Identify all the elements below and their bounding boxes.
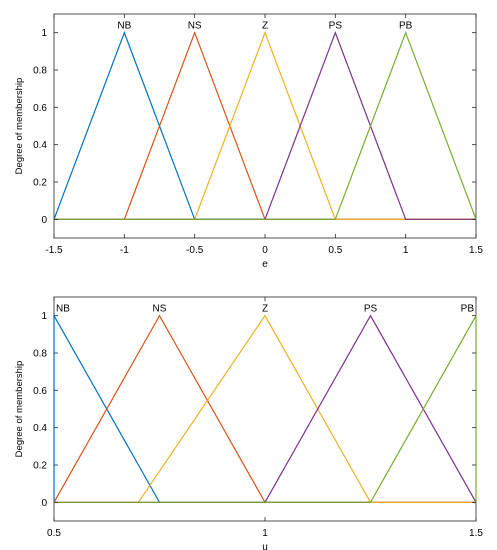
series-line-pb <box>54 30 477 220</box>
label-ns: NS <box>188 21 202 32</box>
label-nb: NB <box>117 21 131 32</box>
label-pb: PB <box>399 21 413 32</box>
plot-area <box>53 13 477 239</box>
y-tick-label: 0.6 <box>33 386 47 397</box>
x-tick-label: 0.5 <box>328 245 342 256</box>
y-tick-label: 0.8 <box>33 66 47 77</box>
y-tick-label: 0 <box>41 498 47 509</box>
plot-area <box>53 296 477 522</box>
y-tick-label: 1 <box>41 28 47 39</box>
x-tick-label: 0.5 <box>47 528 61 539</box>
label-nb: NB <box>56 304 70 315</box>
y-tick-label: 0.6 <box>33 103 47 114</box>
x-tick-label: -1 <box>120 245 129 256</box>
y-tick-label: 0.4 <box>33 423 47 434</box>
x-axis-label: u <box>262 542 268 550</box>
y-tick-label: 1 <box>41 311 47 322</box>
x-tick-label: 1.5 <box>469 245 483 256</box>
y-tick-label: 0.8 <box>33 349 47 360</box>
series-line-pb <box>54 313 477 503</box>
label-pb: PB <box>461 304 475 315</box>
y-tick-label: 0 <box>41 215 47 226</box>
x-tick-label: -0.5 <box>186 245 204 256</box>
label-z: Z <box>262 304 268 315</box>
label-ps: PS <box>364 304 378 315</box>
y-axis-label: Degree of membership <box>14 361 25 458</box>
x-tick-label: -1.5 <box>45 245 63 256</box>
chart-2: NB NS Z PS PB 0.5 1 1.5 0 0.2 0.4 0.6 0.8 1 u Degree of… <box>14 296 483 550</box>
y-tick-label: 0.2 <box>33 461 47 472</box>
x-axis-label: e <box>262 259 268 270</box>
y-tick-label: 0.4 <box>33 140 47 151</box>
y-tick-label: 0.2 <box>33 178 47 189</box>
x-tick-label: 1 <box>262 528 268 539</box>
label-ns: NS <box>153 304 167 315</box>
y-axis-label: Degree of membership <box>14 78 25 175</box>
x-tick-label: 1.5 <box>469 528 483 539</box>
label-z: Z <box>262 21 268 32</box>
x-tick-label: 0 <box>262 245 268 256</box>
x-tick-label: 1 <box>403 245 409 256</box>
chart-1: NB NS Z PS PB -1.5 -1 -0.5 0 0.5 1 1.5 0 0.2 0.4 0.6 0.8… <box>14 13 483 270</box>
label-ps: PS <box>329 21 343 32</box>
